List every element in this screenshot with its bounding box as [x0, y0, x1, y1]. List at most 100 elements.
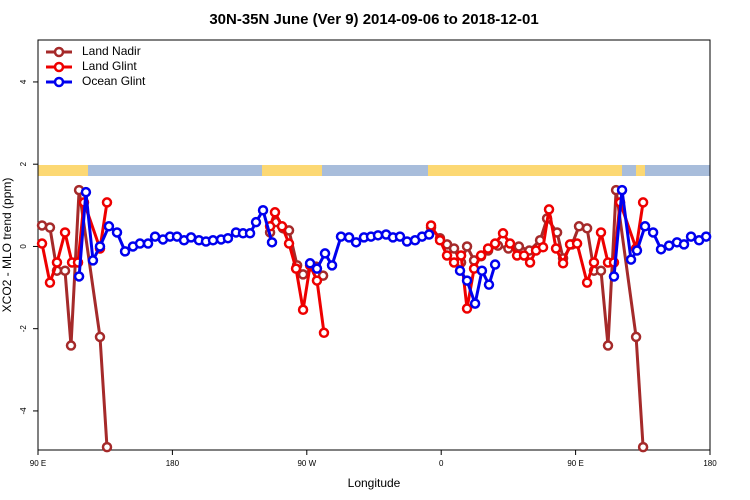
point: [602, 340, 614, 351]
point: [504, 238, 516, 249]
point: [571, 238, 583, 249]
point: [311, 263, 323, 274]
point: [550, 243, 562, 254]
point: [343, 232, 355, 243]
land-mask-strip: [38, 165, 710, 176]
point: [318, 327, 330, 339]
point: [434, 235, 446, 246]
point: [448, 243, 460, 254]
point: [631, 245, 643, 256]
legend-marker: [53, 76, 65, 88]
point: [581, 277, 593, 288]
point: [461, 241, 473, 252]
point: [513, 241, 525, 252]
point: [59, 265, 71, 276]
point: [36, 238, 48, 249]
point: [80, 186, 92, 198]
point: [524, 257, 536, 268]
x-tick-label: 90 E: [567, 459, 583, 468]
y-tick-label: 4: [19, 79, 28, 84]
land-band: [38, 165, 88, 176]
land-band: [262, 165, 322, 176]
point: [639, 221, 651, 232]
legend-label: Ocean Glint: [82, 74, 146, 88]
ocean-band: [38, 165, 710, 176]
point: [59, 227, 71, 238]
x-axis-label: Longitude: [348, 476, 401, 490]
point: [51, 257, 63, 268]
y-tick-label: 0: [19, 244, 28, 249]
legend-marker: [53, 61, 65, 73]
point: [142, 238, 154, 249]
point: [700, 231, 712, 242]
point: [44, 222, 56, 233]
point: [637, 197, 649, 208]
point: [101, 441, 113, 453]
x-tick-label: 90 W: [297, 459, 316, 468]
point: [103, 221, 115, 232]
point: [475, 250, 487, 261]
land-band: [636, 165, 645, 176]
point: [483, 279, 495, 290]
point: [678, 239, 690, 250]
point: [461, 275, 473, 286]
point: [94, 331, 106, 343]
point: [461, 303, 473, 314]
point: [297, 269, 309, 280]
point: [573, 221, 585, 232]
y-axis-label: XCO2 - MLO trend (ppm): [0, 178, 14, 313]
point: [595, 265, 607, 276]
point: [276, 221, 288, 232]
x-tick-label: 180: [166, 459, 180, 468]
point: [401, 236, 413, 247]
point: [290, 263, 302, 274]
point: [608, 271, 620, 282]
point: [207, 235, 219, 246]
point: [425, 220, 437, 231]
land-band: [428, 165, 622, 176]
point: [65, 340, 77, 351]
x-tick-label: 0: [439, 459, 444, 468]
point: [111, 227, 123, 238]
point: [350, 237, 362, 248]
point: [335, 231, 347, 242]
point: [537, 242, 549, 253]
point: [616, 184, 628, 196]
point: [637, 441, 649, 453]
point: [685, 231, 697, 242]
legend-label: Land Glint: [82, 59, 137, 73]
point: [482, 243, 494, 254]
point: [543, 204, 555, 215]
point: [304, 258, 316, 269]
point: [489, 238, 501, 249]
point: [87, 255, 99, 266]
point: [269, 207, 281, 218]
point: [326, 260, 338, 271]
point: [283, 238, 295, 249]
series-line: [40, 201, 645, 333]
point: [222, 232, 234, 244]
point: [595, 227, 607, 238]
point: [655, 244, 667, 255]
point: [423, 229, 435, 240]
x-tick-label: 90 E: [30, 459, 46, 468]
point: [454, 265, 466, 276]
point: [119, 246, 131, 257]
point: [647, 227, 659, 238]
y-tick-label: -4: [19, 407, 28, 415]
chart-title: 30N-35N June (Ver 9) 2014-09-06 to 2018-…: [209, 11, 538, 28]
point: [73, 271, 85, 282]
point: [94, 241, 106, 252]
point: [266, 237, 278, 248]
point: [134, 238, 146, 249]
point: [469, 298, 481, 309]
point: [630, 331, 642, 343]
point: [250, 216, 262, 228]
x-tick-label: 180: [703, 459, 717, 468]
point: [448, 257, 460, 268]
point: [455, 250, 467, 261]
point: [497, 228, 509, 239]
point: [297, 304, 309, 316]
point: [257, 205, 269, 216]
